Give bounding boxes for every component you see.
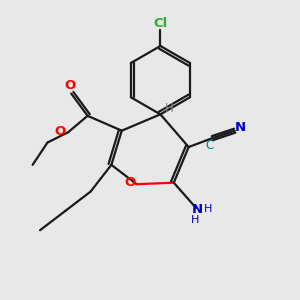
Text: H: H: [191, 215, 200, 225]
Text: C: C: [205, 139, 214, 152]
Text: O: O: [124, 176, 136, 189]
Text: O: O: [54, 125, 66, 138]
Text: N: N: [192, 203, 203, 216]
Text: Cl: Cl: [153, 16, 167, 30]
Text: O: O: [64, 79, 75, 92]
Text: H: H: [165, 103, 174, 116]
Text: H: H: [204, 204, 213, 214]
Text: N: N: [235, 121, 246, 134]
